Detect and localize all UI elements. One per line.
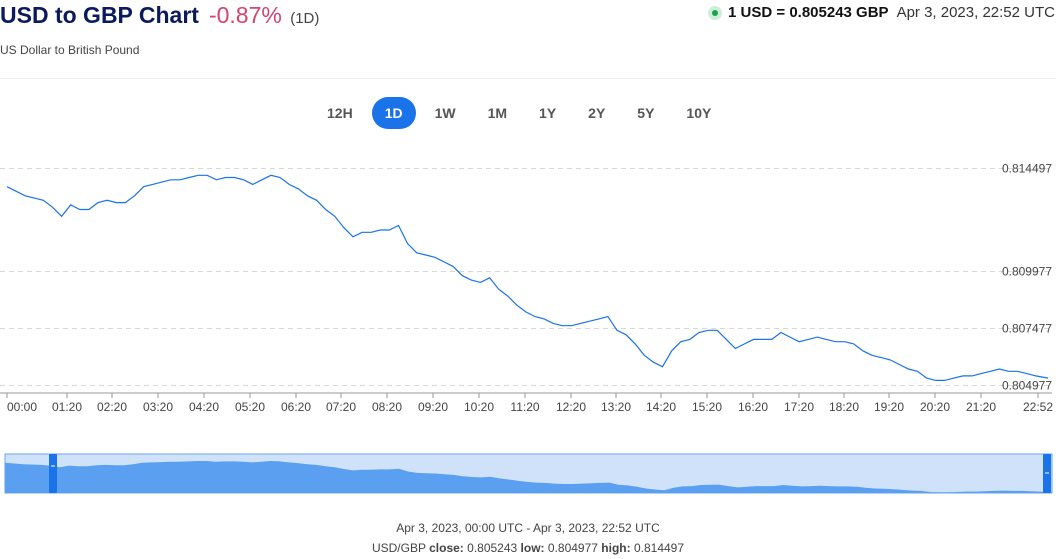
x-tick-label: 07:20: [326, 400, 356, 414]
navigator-series-area: [5, 461, 1052, 493]
x-tick-label: 06:20: [281, 400, 311, 414]
rate-value: 1 USD = 0.805243 GBP: [728, 4, 889, 21]
x-tick-label: 12:20: [556, 400, 586, 414]
x-tick-label: 19:20: [874, 400, 904, 414]
x-tick-label: 09:20: [418, 400, 448, 414]
period-selector: 12H 1D 1W 1M 1Y 2Y 5Y 10Y: [314, 97, 730, 129]
pair-label: USD/GBP: [371, 541, 426, 555]
x-tick-label: 11:20: [510, 400, 539, 414]
y-tick-label: 0.814497: [1002, 162, 1052, 176]
x-tick-label: 02:20: [97, 400, 127, 414]
change-percent: -0.87%: [208, 2, 282, 28]
period-button-1y[interactable]: 1Y: [539, 105, 557, 121]
x-tick-label: 16:20: [738, 400, 768, 414]
period-button-10y[interactable]: 10Y: [686, 105, 712, 121]
x-tick-label: 10:20: [464, 400, 494, 414]
y-tick-label: 0.809977: [1002, 265, 1052, 279]
close-label: close:: [429, 541, 464, 555]
close-value: 0.805243: [467, 541, 518, 555]
date-range: Apr 3, 2023, 00:00 UTC - Apr 3, 2023, 22…: [396, 521, 660, 535]
period-button-12h[interactable]: 12H: [327, 105, 353, 121]
x-tick-label: 03:20: [143, 400, 173, 414]
x-tick-label: 14:20: [646, 400, 676, 414]
high-label: high:: [601, 541, 631, 555]
x-tick-label: 08:20: [372, 400, 402, 414]
high-value: 0.814497: [633, 541, 685, 555]
x-tick-label: 00:00: [7, 400, 37, 414]
live-status-icon: [708, 5, 723, 20]
title-text: USD to GBP Chart: [0, 2, 199, 28]
x-tick-label: 05:20: [235, 400, 265, 414]
page-title: USD to GBP Chart -0.87% (1D): [0, 2, 319, 29]
period-button-5y[interactable]: 5Y: [637, 105, 655, 121]
low-label: low:: [520, 541, 545, 555]
rate-timestamp: Apr 3, 2023, 22:52 UTC: [896, 4, 1055, 21]
period-button-1w[interactable]: 1W: [434, 105, 456, 121]
live-rate: 1 USD = 0.805243 GBP Apr 3, 2023, 22:52 …: [708, 4, 1055, 21]
x-tick-label: 21:20: [966, 400, 996, 414]
x-tick-label: 22:52: [1023, 400, 1053, 414]
price-chart[interactable]: 0.814497 0.809977 0.807477 0.804977 00:00 01:…: [0, 0, 1056, 500]
x-tick-label: 13:20: [601, 400, 631, 414]
y-tick-label: 0.807477: [1002, 322, 1052, 336]
x-tick-label: 04:20: [189, 400, 219, 414]
period-button-2y[interactable]: 2Y: [588, 105, 606, 121]
period-button-1m[interactable]: 1M: [487, 105, 508, 121]
chart-header: USD to GBP Chart -0.87% (1D) US Dollar to…: [0, 0, 1056, 79]
price-line: [6, 174, 1049, 381]
y-tick-label: 0.804977: [1002, 379, 1052, 393]
x-tick-label: 18:20: [829, 400, 859, 414]
navigator-handle-left[interactable]: [49, 454, 57, 493]
x-tick-label: 20:20: [920, 400, 950, 414]
x-tick-label: 17:20: [784, 400, 814, 414]
period-button-1d[interactable]: 1D: [371, 97, 416, 129]
summary-stats: USD/GBP close: 0.805243 low: 0.804977 hi…: [0, 541, 1056, 555]
subtitle: US Dollar to British Pound: [0, 43, 140, 57]
x-tick-label: 15:20: [692, 400, 722, 414]
period-label: (1D): [290, 10, 320, 27]
x-tick-label: 01:20: [52, 400, 82, 414]
low-value: 0.804977: [547, 541, 598, 555]
